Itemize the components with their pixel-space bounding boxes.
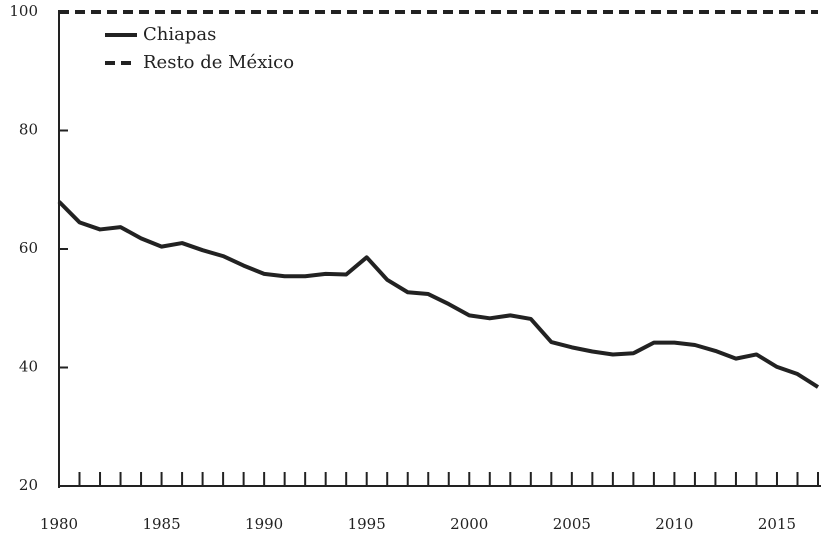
y-tick-label: 40 [19, 358, 38, 376]
y-tick-label: 80 [19, 121, 38, 139]
y-tick-label: 100 [9, 2, 38, 20]
x-tick-label: 1980 [40, 515, 78, 533]
y-tick-label: 60 [19, 239, 38, 257]
series-line [57, 200, 820, 389]
x-tick-label: 2005 [553, 515, 591, 533]
legend-label: Resto de México [143, 52, 294, 73]
x-tick-label: 1995 [348, 515, 386, 533]
x-tick-label: 1990 [245, 515, 283, 533]
x-tick-label: 2010 [655, 515, 693, 533]
x-tick-label: 2000 [450, 515, 488, 533]
x-tick-label: 1985 [142, 515, 180, 533]
x-tick-label: 2015 [758, 515, 796, 533]
legend-label: Chiapas [143, 24, 216, 45]
y-tick-label: 20 [19, 476, 38, 494]
